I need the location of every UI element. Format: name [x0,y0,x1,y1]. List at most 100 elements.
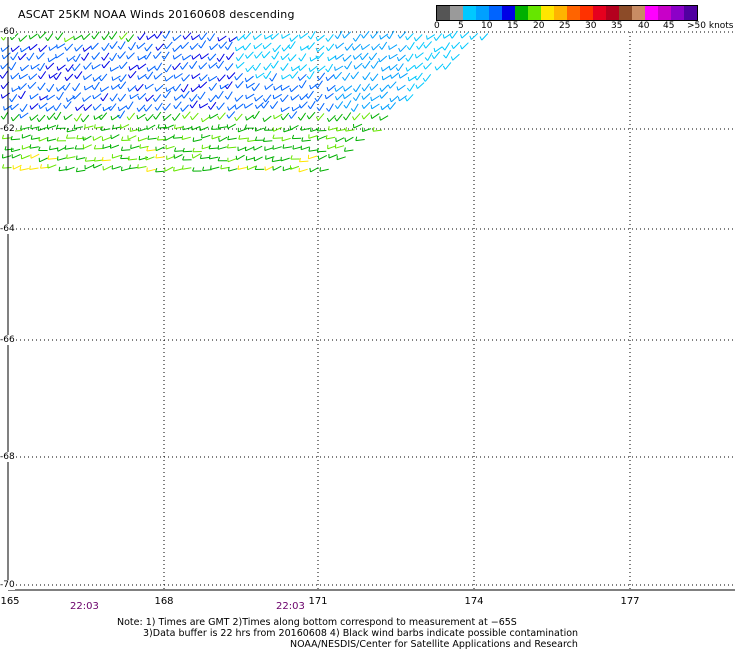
wind-barb [64,36,74,43]
wind-barb [4,146,14,151]
wind-barb [118,32,128,40]
wind-barb [362,60,371,69]
wind-barb [72,92,82,100]
wind-barb [36,52,45,60]
wind-barb [110,144,120,149]
wind-barb [137,93,147,100]
wind-barb [208,82,218,91]
wind-barb [93,144,104,150]
wind-barb [344,43,354,51]
wind-barb [155,153,165,159]
wind-barb [309,167,319,173]
wind-barb [245,93,255,100]
wind-barb [289,71,299,79]
legend-swatch [554,6,567,20]
wind-barb [381,74,391,81]
wind-barb [244,75,254,83]
wind-barb [8,62,17,71]
wind-barb [111,165,121,170]
wind-barb [271,157,282,163]
wind-barb [334,101,344,109]
wind-barb [165,86,175,92]
wind-barb [342,31,352,39]
wind-barb [281,136,291,142]
wind-barb [164,124,175,130]
wind-barb [102,105,112,112]
wind-barb [139,144,149,149]
wind-barb [74,145,85,150]
wind-barb [72,63,81,72]
wind-barb [369,83,379,91]
wind-barb [245,156,256,161]
legend-swatch [619,6,632,20]
wind-barb [334,85,344,92]
wind-barb [326,84,336,92]
wind-barb [18,73,28,80]
wind-barb [198,32,208,41]
wind-barb [228,167,238,172]
wind-barb [370,31,379,39]
legend-label: 30 [585,21,597,31]
wind-barb [19,103,28,112]
wind-barb [173,167,183,172]
wind-barb [121,166,131,172]
wind-barb [28,33,38,40]
legend-label: 20 [533,21,545,31]
wind-barb [179,61,189,70]
wind-barb [192,137,203,142]
wind-barb [56,84,65,92]
wind-barb [272,134,282,139]
wind-barb [53,111,62,121]
wind-barb [433,46,443,53]
wind-barb [19,112,29,119]
wind-barb [11,153,21,159]
wind-barb [117,93,127,102]
wind-barb [29,103,39,110]
wind-barb [307,100,316,110]
wind-barb [137,32,146,41]
legend-label: 10 [481,21,493,31]
wind-barb [0,111,9,120]
wind-barb [146,167,156,172]
wind-barb [74,44,83,52]
wind-barb [289,35,299,42]
wind-barb [45,33,54,41]
wind-barb [45,62,55,70]
wind-barb [189,60,198,69]
wind-barb [108,103,117,111]
wind-barb [100,93,109,102]
wind-barb [226,111,236,119]
wind-barb [111,154,122,159]
wind-barb [154,102,163,111]
wind-barb [18,35,28,42]
wind-barb [127,85,137,92]
wind-barb [62,82,71,91]
wind-barb [37,126,47,132]
wind-barb [335,137,345,143]
wind-barb [217,74,226,82]
wind-barb [272,145,282,150]
wind-barb [301,137,311,142]
wind-barb [469,32,479,40]
wind-barb [37,31,47,39]
wind-barb [298,32,308,39]
wind-barb [245,51,254,59]
wind-barb [216,53,225,62]
wind-barb [315,34,325,42]
wind-barb [74,71,83,79]
wind-barb [288,111,298,119]
lat-label: -66 [0,335,15,345]
wind-barb [261,51,271,59]
wind-barb [130,144,140,150]
wind-barb [38,146,48,151]
wind-barb [361,101,371,109]
wind-barb [173,73,183,79]
wind-barb [353,84,362,93]
wind-barb [118,61,128,70]
wind-barb [65,134,76,139]
wind-barb [93,114,103,120]
wind-barb [84,124,94,129]
wind-barb [182,125,192,131]
wind-barb [144,43,153,52]
wind-barb [37,82,46,91]
